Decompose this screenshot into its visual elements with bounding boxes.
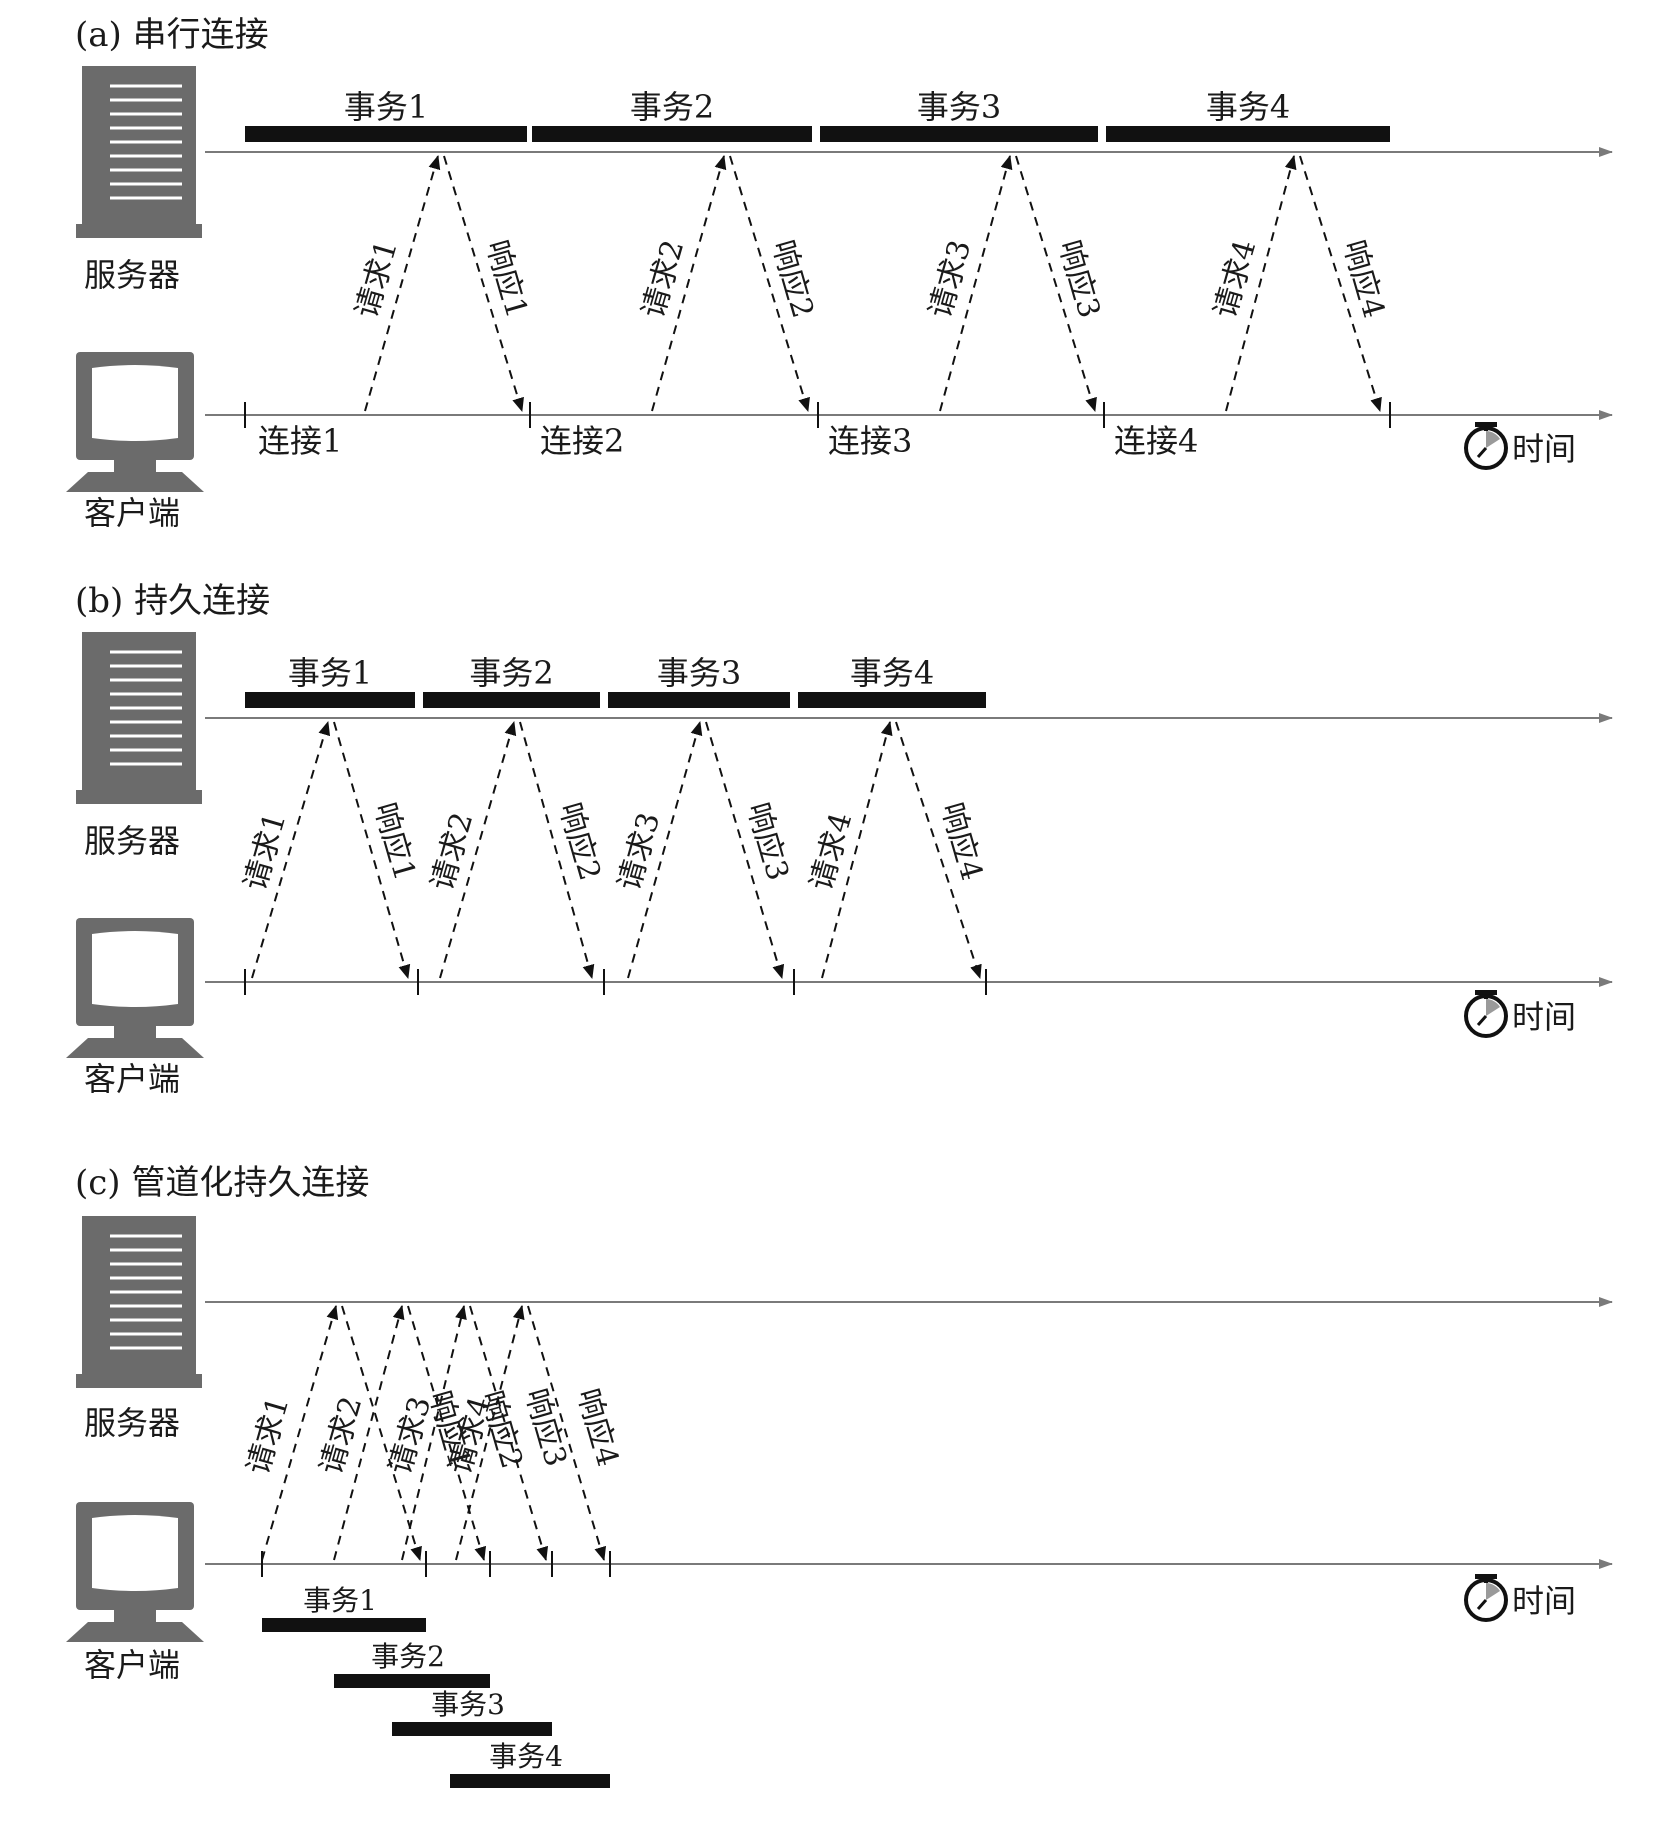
- transaction-bar: [608, 692, 790, 708]
- client-label: 客户端: [84, 1646, 180, 1684]
- response-label: 响应4: [934, 799, 989, 885]
- transaction-label: 事务4: [489, 1740, 563, 1773]
- request-label: 请求3: [612, 809, 667, 895]
- transaction-bar: [532, 126, 812, 142]
- response-label: 响应1: [367, 799, 422, 885]
- response-label: 响应3: [740, 799, 795, 885]
- transaction-label: 事务3: [431, 1688, 505, 1721]
- server-icon: [74, 1214, 204, 1390]
- response-arrow: [519, 721, 595, 979]
- timer-icon: [1464, 420, 1508, 470]
- transaction-label: 事务4: [1206, 88, 1290, 126]
- panel-title: (c) 管道化持久连接: [75, 1163, 369, 1203]
- request-label: 请求1: [349, 236, 404, 322]
- server-icon: [74, 630, 204, 806]
- response-arrow: [407, 1305, 487, 1561]
- request-label: 请求1: [241, 1393, 296, 1479]
- client-icon: [66, 918, 204, 1058]
- request-arrow: [627, 721, 703, 979]
- response-arrow: [469, 1305, 549, 1561]
- request-label: 请求2: [636, 236, 691, 322]
- panel-a: (a) 串行连接 服务器 客户端 时间 事务1 事务2 事务3 事务4 请求1 响应1 连接…: [66, 15, 1613, 532]
- request-arrow: [439, 721, 517, 979]
- request-arrow: [1225, 155, 1297, 412]
- transaction-label: 事务2: [371, 1640, 445, 1673]
- panel-b-content: 事务1 事务2 事务3 事务4 请求1 响应1 请求2 响应2 请求3 响应3 请求4 响应4: [238, 654, 989, 995]
- transaction-label: 事务3: [657, 654, 741, 692]
- response-arrow: [705, 721, 785, 979]
- transaction-label: 事务1: [288, 654, 372, 692]
- panel-a-content: 事务1 事务2 事务3 事务4 请求1 响应1 连接1 请求2 响应2 连接2 请求3 响应3 连接3 请…: [244, 88, 1391, 460]
- panel-title: (a) 串行连接: [75, 15, 269, 55]
- server-icon: [74, 64, 204, 240]
- transaction-label: 事务3: [917, 88, 1001, 126]
- transaction-bar: [334, 1674, 490, 1688]
- transaction-bar: [262, 1618, 426, 1632]
- response-arrow: [527, 1305, 607, 1561]
- response-label: 响应3: [1051, 236, 1106, 322]
- connection-label: 连接4: [1114, 422, 1198, 460]
- request-arrow: [261, 1305, 339, 1561]
- request-label: 请求2: [314, 1393, 369, 1479]
- request-arrow: [651, 155, 727, 412]
- response-arrow: [1015, 155, 1097, 412]
- request-label: 请求4: [804, 809, 859, 895]
- transaction-bar: [1106, 126, 1390, 142]
- response-arrow: [443, 155, 524, 412]
- response-label: 响应4: [570, 1385, 625, 1471]
- response-label: 响应4: [1336, 236, 1391, 322]
- connection-label: 连接1: [258, 422, 342, 460]
- client-label: 客户端: [84, 1060, 180, 1098]
- client-icon: [66, 1502, 204, 1642]
- response-arrow: [341, 1305, 422, 1561]
- response-arrow: [1299, 155, 1382, 412]
- request-arrow: [939, 155, 1013, 412]
- time-label: 时间: [1512, 998, 1576, 1036]
- response-label: 响应1: [479, 236, 534, 322]
- client-icon: [66, 352, 204, 492]
- request-arrow: [251, 721, 331, 979]
- transaction-label: 事务4: [850, 654, 934, 692]
- transaction-bar: [820, 126, 1098, 142]
- server-label: 服务器: [84, 256, 180, 294]
- client-label: 客户端: [84, 494, 180, 532]
- transaction-label: 事务2: [630, 88, 714, 126]
- response-arrow: [333, 721, 411, 979]
- transaction-bar: [798, 692, 986, 708]
- server-label: 服务器: [84, 1404, 180, 1442]
- transaction-bar: [245, 692, 415, 708]
- time-label: 时间: [1512, 430, 1576, 468]
- connection-label: 连接2: [540, 422, 624, 460]
- panel-title: (b) 持久连接: [75, 581, 270, 621]
- transaction-bar: [423, 692, 600, 708]
- response-arrow: [895, 721, 982, 979]
- connection-label: 连接3: [828, 422, 912, 460]
- response-label: 响应2: [552, 799, 607, 885]
- response-label: 响应2: [765, 236, 820, 322]
- request-arrow: [401, 1305, 467, 1561]
- time-label: 时间: [1512, 1582, 1576, 1620]
- request-arrow: [455, 1305, 525, 1561]
- request-label: 请求4: [1208, 236, 1263, 322]
- timer-icon: [1464, 1572, 1508, 1622]
- request-arrow: [364, 155, 441, 412]
- transaction-label: 事务1: [303, 1584, 377, 1617]
- transaction-label: 事务2: [469, 654, 553, 692]
- response-arrow: [729, 155, 810, 412]
- request-label: 请求2: [425, 809, 480, 895]
- transaction-bar: [450, 1774, 610, 1788]
- transaction-bar: [392, 1722, 552, 1736]
- panel-c: (c) 管道化持久连接 服务器 客户端 时间 请求1 请求2 请求3 请求4响应1响应…: [66, 1163, 1613, 1788]
- transaction-bar: [245, 126, 527, 142]
- request-label: 请求3: [923, 236, 978, 322]
- timer-icon: [1464, 988, 1508, 1038]
- request-label: 请求1: [238, 809, 293, 895]
- server-label: 服务器: [84, 822, 180, 860]
- transaction-label: 事务1: [344, 88, 428, 126]
- request-arrow: [821, 721, 893, 979]
- request-arrow: [333, 1305, 405, 1561]
